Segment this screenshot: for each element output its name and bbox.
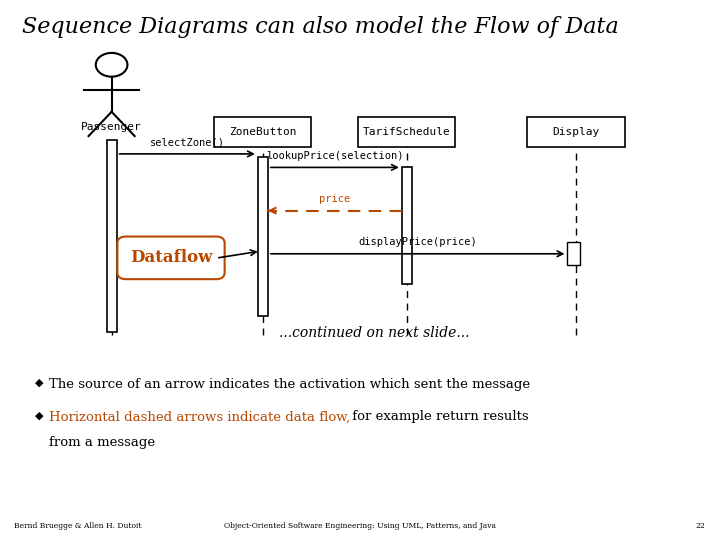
- Text: Dataflow: Dataflow: [130, 249, 212, 266]
- Bar: [107, 140, 117, 332]
- Text: Display: Display: [552, 127, 600, 137]
- Text: The source of an arrow indicates the activation which sent the message: The source of an arrow indicates the act…: [49, 378, 530, 391]
- Text: TarifSchedule: TarifSchedule: [363, 127, 451, 137]
- Text: Sequence Diagrams can also model the Flow of Data: Sequence Diagrams can also model the Flo…: [22, 16, 618, 38]
- Text: Bernd Bruegge & Allen H. Dutoit: Bernd Bruegge & Allen H. Dutoit: [14, 522, 142, 530]
- Text: Passenger: Passenger: [81, 122, 142, 132]
- Text: ◆: ◆: [35, 378, 44, 388]
- Bar: [358, 117, 455, 147]
- Text: displayPrice(price): displayPrice(price): [359, 237, 477, 247]
- Text: Horizontal dashed arrows indicate data flow,: Horizontal dashed arrows indicate data f…: [49, 410, 350, 423]
- Bar: [402, 167, 412, 284]
- Bar: [527, 117, 625, 147]
- Text: lookupPrice(selection): lookupPrice(selection): [266, 151, 403, 161]
- FancyBboxPatch shape: [117, 237, 225, 279]
- Text: from a message: from a message: [49, 436, 155, 449]
- Bar: [258, 157, 268, 316]
- Text: for example return results: for example return results: [348, 410, 528, 423]
- Text: ◆: ◆: [35, 410, 44, 421]
- Text: 22: 22: [696, 522, 706, 530]
- Bar: [567, 242, 580, 265]
- Text: Object-Oriented Software Engineering: Using UML, Patterns, and Java: Object-Oriented Software Engineering: Us…: [224, 522, 496, 530]
- Text: ZoneButton: ZoneButton: [229, 127, 297, 137]
- Text: selectZone(): selectZone(): [150, 137, 225, 147]
- Text: ...continued on next slide...: ...continued on next slide...: [279, 326, 469, 340]
- Text: price: price: [319, 194, 351, 204]
- Bar: [215, 117, 311, 147]
